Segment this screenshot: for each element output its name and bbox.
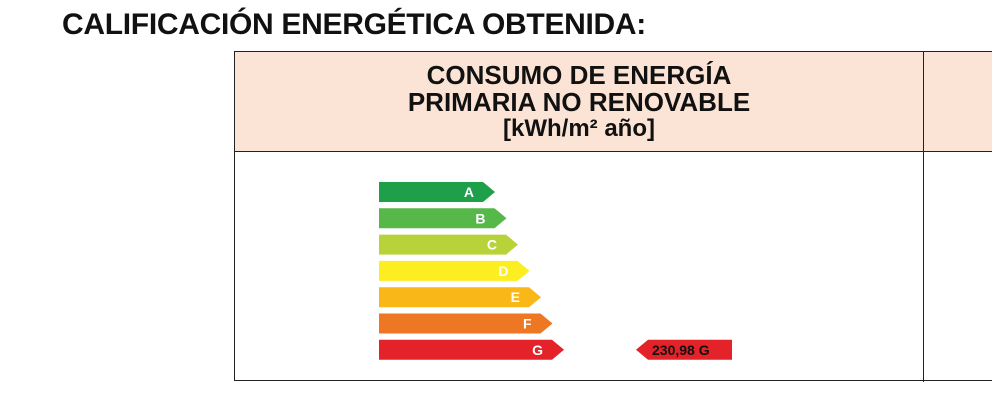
energy-class-bar-f bbox=[379, 313, 553, 334]
header-line-1: CONSUMO DE ENERGÍA bbox=[426, 60, 732, 90]
energy-class-bar-e bbox=[379, 287, 541, 308]
energy-class-label-f: F bbox=[523, 316, 532, 332]
energy-class-label-e: E bbox=[511, 289, 520, 305]
energy-class-bar-b bbox=[379, 208, 507, 229]
energy-class-label-a: A bbox=[464, 184, 474, 200]
energy-class-label-b: B bbox=[475, 210, 485, 226]
table-header-right-cell bbox=[924, 52, 992, 152]
result-indicator-arrow bbox=[636, 339, 732, 360]
header-line-2: PRIMARIA NO RENOVABLE bbox=[407, 87, 751, 117]
energy-class-label-g: G bbox=[532, 342, 543, 358]
energy-scale-cell: A B C D E F G 230,98 G bbox=[235, 152, 924, 382]
energy-class-label-c: C bbox=[487, 237, 497, 253]
energy-class-bar-a bbox=[379, 182, 495, 202]
energy-rating-table: CONSUMO DE ENERGÍA PRIMARIA NO RENOVABLE… bbox=[234, 51, 992, 382]
result-value-label: 230,98 G bbox=[652, 342, 710, 358]
energy-class-label-d: D bbox=[498, 263, 508, 279]
page-title: CALIFICACIÓN ENERGÉTICA OBTENIDA: bbox=[62, 8, 646, 41]
energy-class-bar-g bbox=[379, 339, 564, 360]
table-header-primary-energy: CONSUMO DE ENERGÍA PRIMARIA NO RENOVABLE… bbox=[235, 52, 924, 152]
header-unit: [kWh/m² año] bbox=[503, 115, 655, 142]
energy-class-bar-d bbox=[379, 260, 530, 281]
energy-class-bar-c bbox=[379, 234, 518, 255]
